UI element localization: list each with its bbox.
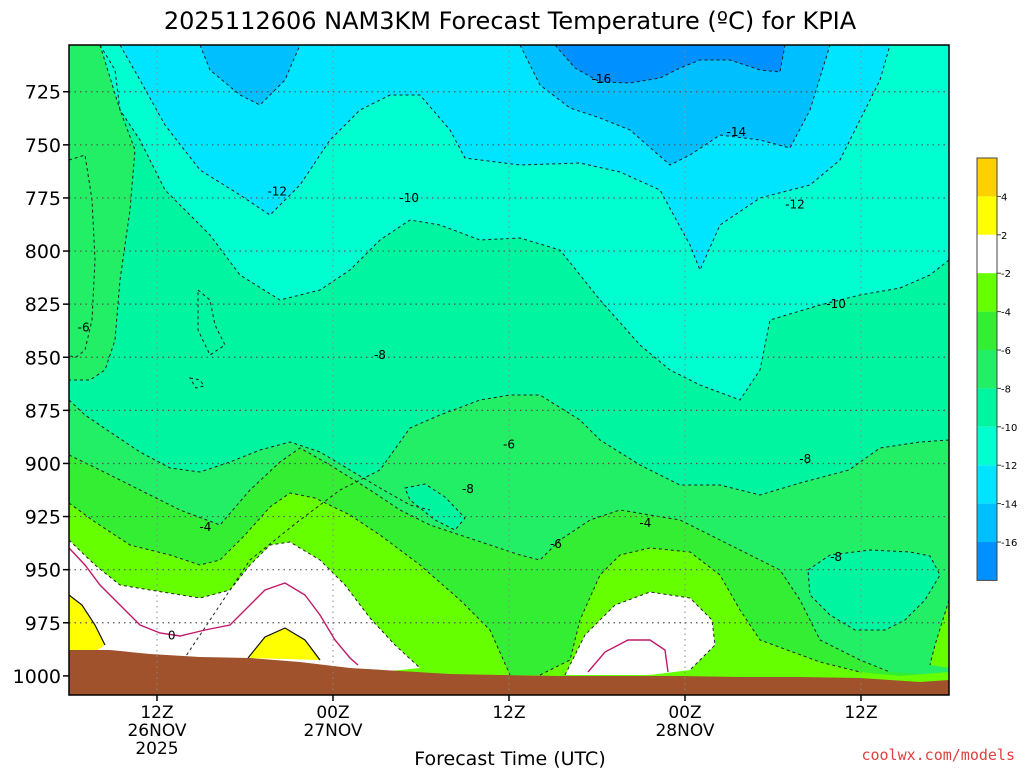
- contour-label: -16: [592, 72, 612, 86]
- x-tick-label: 27NOV: [303, 721, 362, 741]
- contour-label: 0: [168, 629, 176, 643]
- isotherm-minus8-edge: [69, 45, 136, 381]
- contour-label: -10: [399, 191, 419, 205]
- contour-label: -12: [267, 185, 287, 199]
- colorbar-swatch: [977, 350, 997, 389]
- band-minus14-to-minus16: [200, 45, 830, 165]
- isotherm-2-west: [69, 594, 106, 646]
- y-tick-label: 975: [25, 613, 61, 635]
- band-2-to-4-west: [69, 595, 105, 658]
- temperature-field: [69, 45, 949, 695]
- band-minus10-patch-2: [808, 550, 940, 630]
- contour-label: -4: [199, 520, 211, 534]
- y-tick-label: 900: [25, 453, 61, 475]
- y-tick-label: 750: [25, 135, 61, 157]
- contour-label: -12: [785, 197, 805, 211]
- y-tick-label: 825: [25, 294, 61, 316]
- x-tick-label: 00Z: [668, 703, 701, 723]
- colorbar-label: -14: [1001, 500, 1017, 511]
- contour-labels: -16 -14 -12 -12 -10 -10 -8 -8 -8 -8 -6 -6 -6 -4 -4 0: [78, 72, 846, 643]
- time-gridlines: [156, 45, 862, 695]
- colorbar-swatch: [977, 542, 997, 581]
- contour-label: -8: [830, 550, 842, 564]
- colorbar-swatch: [977, 503, 997, 542]
- contour-label: -4: [639, 516, 651, 530]
- colorbar-label: 4: [1001, 192, 1007, 203]
- isotherm-minus12: [119, 45, 891, 272]
- colorbar-swatch: [977, 388, 997, 427]
- y-tick-label: 725: [25, 82, 61, 104]
- colorbar-swatch: [977, 273, 997, 312]
- x-tick-label: 26NOV: [127, 721, 186, 741]
- pressure-axis: 725 750 775 800 825 850 875 900 925 950 975 1000: [13, 82, 69, 688]
- contour-label: -6: [503, 437, 515, 451]
- y-tick-label: 850: [25, 347, 61, 369]
- isotherm-minus16: [554, 45, 786, 84]
- x-tick-label: 2025: [135, 739, 178, 759]
- contour-label: -6: [550, 537, 562, 551]
- y-tick-label: 800: [25, 241, 61, 263]
- y-tick-label: 1000: [13, 666, 61, 688]
- colorbar-swatch: [977, 426, 997, 466]
- isotherm-minus8-patch-1: [404, 483, 466, 531]
- isotherm-minus14: [199, 45, 831, 166]
- isotherm-minus10: [99, 45, 949, 401]
- colorbar-label: -8: [1001, 384, 1011, 395]
- x-tick-label: 12Z: [492, 703, 525, 723]
- ground-surface: [69, 650, 949, 695]
- colorbar-swatch: [977, 234, 997, 274]
- chart-title: 2025112606 NAM3KM Forecast Temperature (…: [164, 7, 857, 35]
- colorbar: 4 2 -2 -4 -6 -8 -10 -12 -14 -16: [976, 157, 1017, 581]
- colorbar-label: -12: [1001, 461, 1017, 472]
- colorbar-swatch: [977, 311, 997, 350]
- isotherm-zero-west: [69, 547, 359, 666]
- isotherm-minus6-edge: [69, 154, 96, 359]
- isotherm-zero-east: [587, 639, 669, 673]
- x-tick-label: 28NOV: [655, 721, 714, 741]
- colorbar-frame: [976, 157, 998, 581]
- y-tick-label: 775: [25, 188, 61, 210]
- colorbar-label: 2: [1001, 231, 1007, 242]
- contour-label: -8: [462, 482, 474, 496]
- band-minus10-patch-1: [405, 484, 465, 530]
- colorbar-swatch: [977, 158, 997, 197]
- y-tick-label: 950: [25, 560, 61, 582]
- y-tick-label: 925: [25, 507, 61, 529]
- y-tick-label: 875: [25, 400, 61, 422]
- x-tick-label: 12Z: [844, 703, 877, 723]
- colorbar-label: -10: [1001, 423, 1017, 434]
- isotherm-minus2: [69, 539, 716, 676]
- colorbar-label: -2: [1001, 269, 1011, 280]
- contour-label: -14: [727, 125, 747, 139]
- colorbar-label: -16: [1001, 538, 1017, 549]
- isotherm-minus8-patch-3: [197, 288, 226, 356]
- contour-label: -10: [826, 297, 846, 311]
- x-tick-label: 12Z: [140, 703, 173, 723]
- credit-text: coolwx.com/models: [861, 746, 1015, 764]
- colorbar-swatch: [977, 465, 997, 504]
- contour-label: -8: [799, 452, 811, 466]
- colorbar-label: -4: [1001, 308, 1011, 319]
- band-2-to-4-central: [248, 628, 320, 660]
- colorbar-swatch: [977, 196, 997, 235]
- isotherm-minus8-patch-2: [807, 549, 941, 631]
- isotherm-minus6: [69, 447, 891, 673]
- isotherm-minus8-patch-4: [188, 377, 205, 389]
- contour-label: -6: [78, 321, 90, 335]
- isotherm-minus8-west: [69, 399, 431, 511]
- band-below-minus16: [555, 45, 785, 83]
- x-tick-label: 00Z: [316, 703, 349, 723]
- x-axis-label: Forecast Time (UTC): [414, 748, 605, 768]
- isotherm-minus4: [69, 492, 949, 676]
- isotherm-2-central: [247, 627, 321, 661]
- colorbar-label: -6: [1001, 346, 1011, 357]
- contour-label: -8: [374, 348, 386, 362]
- band-minus4-right-edge: [930, 600, 949, 668]
